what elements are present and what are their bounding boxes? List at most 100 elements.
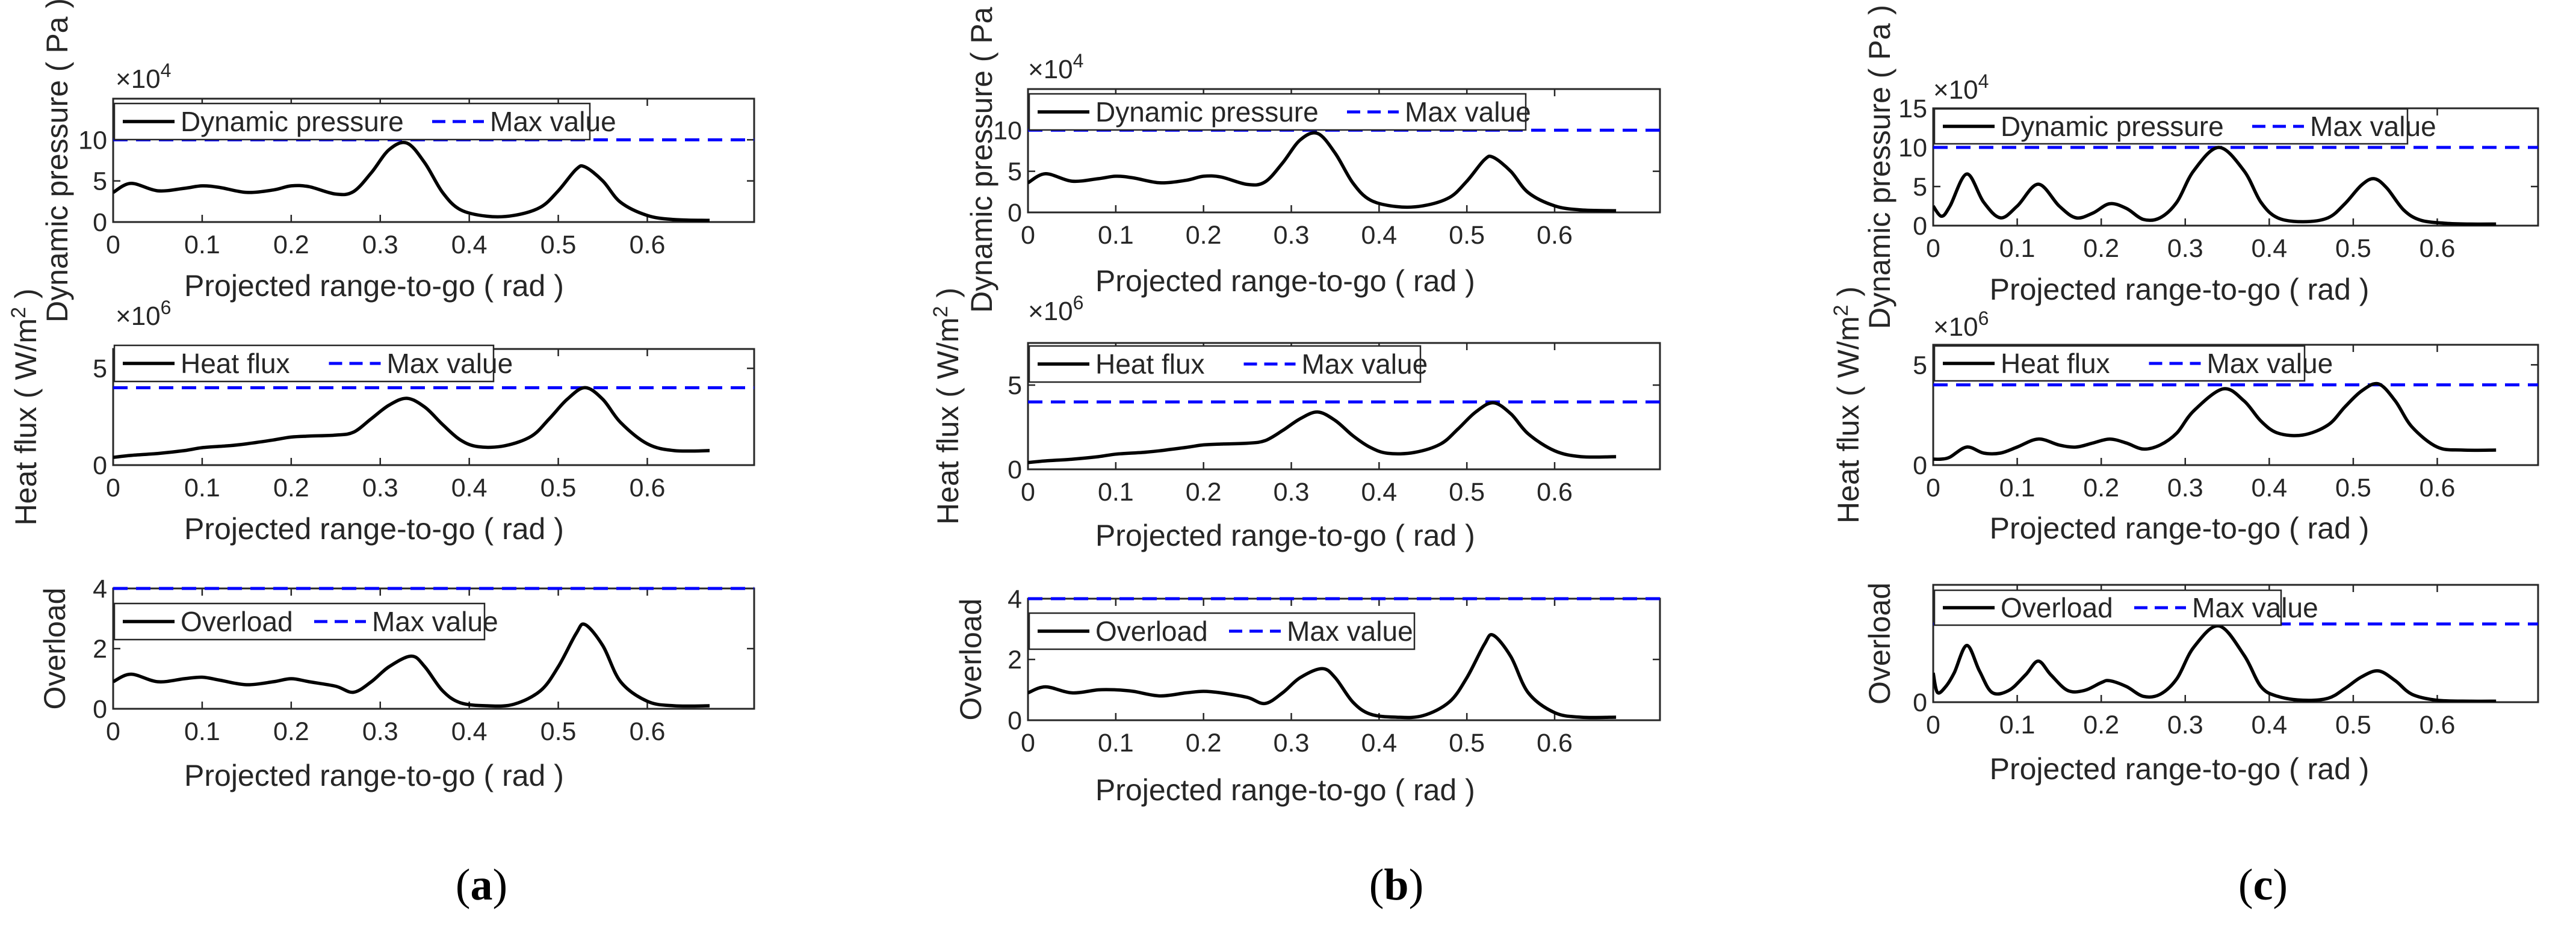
x-tick-label: 0.4 (2251, 474, 2287, 502)
x-tick-label: 0 (1926, 711, 1940, 739)
subplot-c-3: 0 0.1 0.2 0.3 0.4 0.5 0.6 0 Overload Max value Pro… (1863, 582, 2539, 786)
x-tick-label: 0.5 (1449, 478, 1485, 507)
y-tick-label: 2 (1008, 646, 1022, 674)
y-axis-label: Overload (954, 599, 988, 721)
x-tick-label: 0.2 (1186, 729, 1222, 758)
plots-layer: 0 0.1 0.2 0.3 0.4 0.5 0.6 0 5 10 ×104 Dynamic press… (7, 0, 2539, 807)
axis-multiplier-exponent: 4 (161, 60, 172, 81)
y-tick-label: 5 (93, 167, 107, 196)
series-line-heat-flux (113, 386, 710, 459)
y-axis-label: Dynamic pressure ( Pa ) (965, 0, 999, 313)
legend: Overload Max value (1028, 612, 1416, 650)
y-tick-label: 0 (1913, 688, 1927, 717)
x-tick-label: 0.6 (2420, 711, 2456, 739)
x-tick-label: 0.1 (1098, 221, 1134, 250)
y-tick-label: 0 (1913, 451, 1927, 480)
legend: Dynamic pressure Max value (1933, 108, 2436, 145)
subplot-c-2: 0 0.1 0.2 0.3 0.4 0.5 0.6 0 5×106 Heat flux Max va… (1830, 286, 2539, 545)
subplot-a-2: 0 0.1 0.2 0.3 0.4 0.5 0.6 0 5 ×106 Heat flux Max va… (7, 289, 755, 546)
y-tick-label: 0 (1008, 706, 1022, 735)
captions-layer: (a) (b) (c) (456, 860, 2288, 910)
x-tick-label: 0.6 (2420, 234, 2456, 263)
y-tick-label: 15 (1898, 94, 1927, 123)
legend-label: Heat flux (181, 348, 290, 379)
axis-multiplier: ×104 (116, 60, 171, 94)
legend-label: Heat flux (1095, 348, 1205, 380)
legend-box (113, 344, 495, 383)
panel-caption-letter: c (2253, 860, 2273, 910)
x-tick-label: 0.5 (1449, 221, 1485, 250)
data-area (1028, 597, 1660, 720)
x-axis-label: Projected range-to-go ( rad ) (1095, 519, 1475, 552)
axis-multiplier-exponent: 6 (1978, 307, 1989, 329)
y-axis-label-superscript: 2 (1830, 305, 1853, 316)
y-tick-label: 5 (93, 354, 107, 383)
y-axis-label: Heat flux ( W/m2 ) (7, 289, 43, 526)
legend-label: Max value (1405, 96, 1531, 128)
x-tick-label: 0.5 (540, 474, 577, 502)
data-area (1028, 400, 1660, 465)
y-tick-label: 5 (1008, 371, 1022, 400)
axis-multiplier-exponent: 4 (1978, 70, 1989, 92)
x-tick-label: 0.1 (1098, 729, 1134, 758)
legend: Dynamic pressure Max value (1028, 93, 1531, 131)
x-tick-label: 0.4 (451, 230, 488, 259)
x-tick-label: 0.1 (1999, 711, 2036, 739)
legend: Heat flux Max value (1933, 345, 2333, 382)
x-tick-label: 0.3 (2167, 474, 2203, 502)
x-tick-label: 0.3 (362, 230, 398, 259)
y-axis-label-rest: ) (1831, 286, 1865, 305)
x-tick-label: 0.2 (2083, 711, 2119, 739)
x-axis-label: Projected range-to-go ( rad ) (184, 512, 564, 546)
legend: Overload Max value (113, 602, 498, 641)
y-axis-label: Dynamic pressure ( Pa ) (1863, 5, 1896, 329)
legend-label: Dynamic pressure (2001, 111, 2224, 142)
y-axis-label-rest: ) (931, 288, 965, 306)
data-area (113, 587, 754, 708)
axis-multiplier: ×106 (116, 297, 171, 331)
data-area (1933, 146, 2538, 226)
x-axis-label: Projected range-to-go ( rad ) (1095, 264, 1475, 298)
x-tick-label: 0.5 (540, 230, 577, 259)
subplot-b-3: 0 0.1 0.2 0.3 0.4 0.5 0.6 0 2 4 Overload Max value P… (954, 585, 1661, 807)
legend-box (113, 602, 486, 641)
x-tick-label: 0.1 (1999, 234, 2036, 263)
data-area (1933, 381, 2538, 461)
x-tick-label: 0 (1926, 234, 1940, 263)
series-line-overload (113, 622, 710, 708)
x-tick-label: 0.6 (630, 717, 666, 746)
x-tick-label: 0.5 (2335, 711, 2371, 739)
x-axis-label: Projected range-to-go ( rad ) (184, 759, 564, 792)
x-tick-label: 0.2 (1186, 478, 1222, 507)
y-tick-label: 0 (1008, 199, 1022, 227)
x-tick-label: 0.3 (1274, 221, 1310, 250)
subplot-b-1: 0 0.1 0.2 0.3 0.4 0.5 0.6 0 5 10 ×104 Dynamic press… (965, 0, 1661, 313)
series-line-heat-flux (1028, 401, 1617, 465)
x-axis-label: Projected range-to-go ( rad ) (1990, 511, 2370, 545)
y-tick-label: 0 (93, 451, 107, 480)
y-axis-label-superscript: 2 (929, 306, 952, 318)
subplot-a-1: 0 0.1 0.2 0.3 0.4 0.5 0.6 0 5 10 ×104 Dynamic press… (40, 0, 755, 323)
x-tick-label: 0.1 (184, 474, 220, 502)
y-tick-label: 5 (1913, 351, 1927, 380)
x-tick-label: 0.4 (451, 474, 488, 502)
legend-label: Max value (1302, 348, 1428, 380)
x-tick-label: 0 (1021, 729, 1035, 758)
y-tick-label: 10 (993, 116, 1022, 145)
legend-label: Heat flux (2001, 348, 2110, 379)
legend-box (113, 102, 591, 141)
legend-label: Overload (2001, 592, 2113, 623)
panel-caption-letter: b (1384, 860, 1408, 910)
series-line-overload (1028, 633, 1617, 720)
legend-label: Max value (2192, 592, 2318, 623)
legend-label: Dynamic pressure (181, 106, 404, 137)
legend: Heat flux Max value (1028, 345, 1428, 383)
y-axis-label: Heat flux ( W/m2 ) (1830, 286, 1865, 523)
x-tick-label: 0 (106, 717, 120, 746)
legend-label: Overload (1095, 616, 1208, 647)
x-tick-label: 0.5 (1449, 729, 1485, 758)
y-tick-label: 2 (93, 635, 107, 664)
legend: Dynamic pressure Max value (113, 102, 616, 141)
